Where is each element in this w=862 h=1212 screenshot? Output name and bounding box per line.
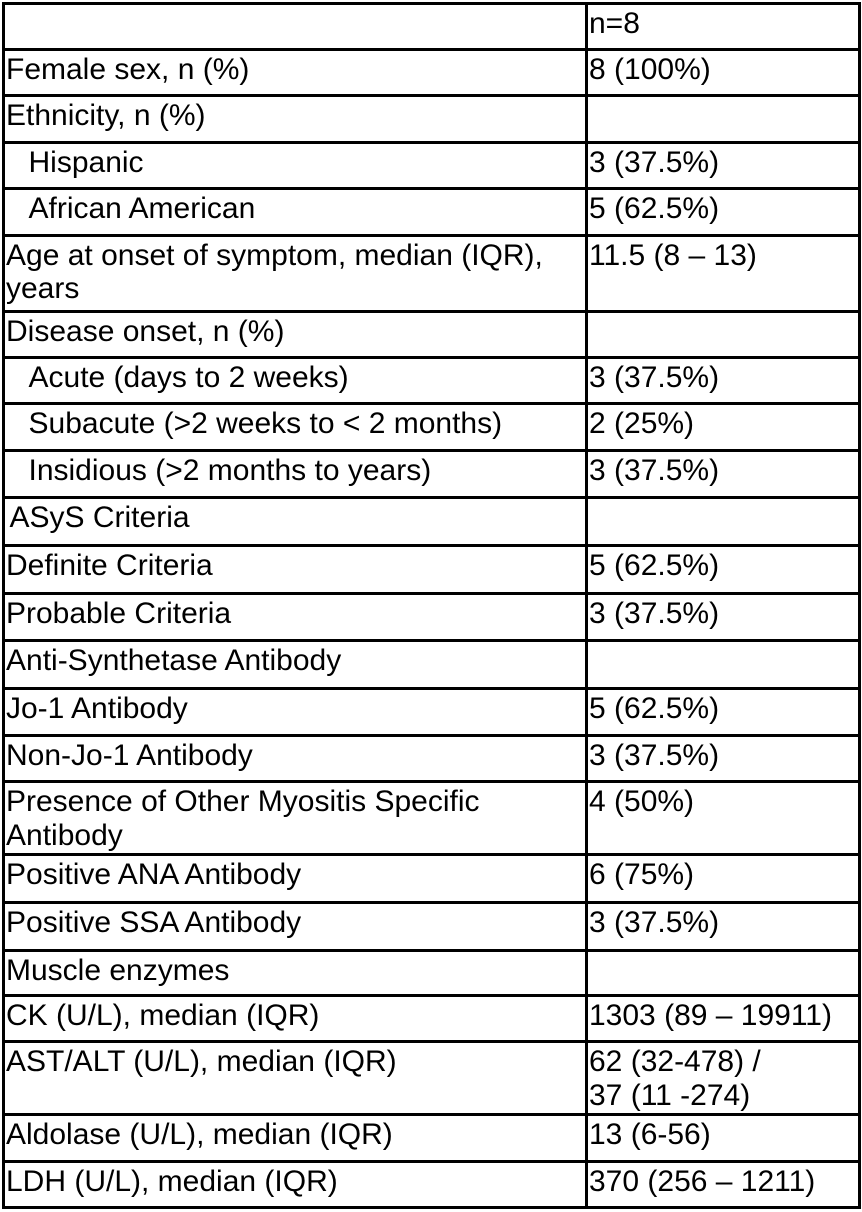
row-4-value: 5 (62.5%) [589,192,720,226]
row-7-value: 3 (37.5%) [589,360,720,394]
row-19-label: Muscle enzymes [6,953,230,987]
row-15-value: 3 (37.5%) [589,738,720,772]
row-17-value-cell: 6 (75%) [587,855,858,901]
row-5-label-cell: Age at onset of symptom, median (IQR), y… [5,236,585,310]
row-8-label-cell: Subacute (>2 weeks to < 2 months) [5,405,585,449]
row-6-value-cell [587,312,858,356]
row-12-value: 3 (37.5%) [589,596,720,630]
row-1-value: 8 (100%) [589,53,711,86]
row-11-label-cell: Definite Criteria [5,546,585,592]
row-7-label: Acute (days to 2 weeks) [28,360,349,394]
row-8-value-cell: 2 (25%) [587,405,858,449]
row-15-value-cell: 3 (37.5%) [587,736,858,781]
row-8-value: 2 (25%) [589,407,695,441]
row-1-label-cell: Female sex, n (%) [5,51,585,95]
row-13-label: Anti-Synthetase Antibody [6,644,342,678]
row-3-value-cell: 3 (37.5%) [587,143,858,188]
row-1-label: Female sex, n (%) [6,53,250,86]
row-21-label-cell: AST/ALT (U/L), median (IQR) [5,1043,585,1114]
row-17-label-cell: Positive ANA Antibody [5,855,585,901]
row-0-value-cell: n=8 [587,5,858,48]
row-13-value-cell [587,642,858,688]
row-15-label: Non-Jo-1 Antibody [6,738,253,772]
row-23-value-cell: 370 (256 – 1211) [587,1162,858,1207]
row-18-label-cell: Positive SSA Antibody [5,903,585,949]
row-17-label: Positive ANA Antibody [6,857,302,891]
row-9-value-cell: 3 (37.5%) [587,451,858,496]
row-7-value-cell: 3 (37.5%) [587,358,858,403]
row-14-label-cell: Jo-1 Antibody [5,690,585,734]
row-8-label: Subacute (>2 weeks to < 2 months) [28,407,503,441]
row-12-label-cell: Probable Criteria [5,594,585,640]
row-19-label-cell: Muscle enzymes [5,951,585,994]
row-10-label: ASyS Criteria [9,500,190,534]
row-5-value-cell: 11.5 (8 – 13) [587,236,858,310]
row-17-value: 6 (75%) [589,857,695,891]
row-20-label: CK (U/L), median (IQR) [6,998,320,1032]
row-10-value-cell [587,498,858,544]
row-1-value-cell: 8 (100%) [587,51,858,95]
row-16-value-cell: 4 (50%) [587,783,858,853]
row-14-value-cell: 5 (62.5%) [587,690,858,734]
row-19-value-cell [587,951,858,994]
row-6-label-cell: Disease onset, n (%) [5,312,585,356]
row-14-value: 5 (62.5%) [589,692,720,726]
row-5-label: Age at onset of symptom, median (IQR), y… [6,238,543,306]
row-11-label: Definite Criteria [6,548,213,582]
row-16-label: Presence of Other Myositis Specific Anti… [6,785,480,852]
row-11-value-cell: 5 (62.5%) [587,546,858,592]
row-20-label-cell: CK (U/L), median (IQR) [5,996,585,1041]
row-16-value: 4 (50%) [589,785,695,819]
row-3-label-cell: Hispanic [5,143,585,188]
row-16-label-cell: Presence of Other Myositis Specific Anti… [5,783,585,853]
row-13-label-cell: Anti-Synthetase Antibody [5,642,585,688]
row-0-label-cell [5,5,585,48]
row-9-label-cell: Insidious (>2 months to years) [5,451,585,496]
row-4-label-cell: African American [5,190,585,234]
row-22-label-cell: Aldolase (U/L), median (IQR) [5,1116,585,1160]
row-18-value: 3 (37.5%) [589,905,720,939]
row-22-value-cell: 13 (6-56) [587,1116,858,1160]
row-22-label: Aldolase (U/L), median (IQR) [6,1118,393,1152]
row-3-value: 3 (37.5%) [589,145,720,179]
row-9-label: Insidious (>2 months to years) [28,453,432,487]
row-23-label-cell: LDH (U/L), median (IQR) [5,1162,585,1207]
row-12-label: Probable Criteria [6,596,232,630]
row-15-label-cell: Non-Jo-1 Antibody [5,736,585,781]
row-21-label: AST/ALT (U/L), median (IQR) [6,1045,397,1079]
row-2-label: Ethnicity, n (%) [6,99,206,133]
row-23-label: LDH (U/L), median (IQR) [6,1164,338,1198]
row-21-value: 62 (32-478) / 37 (11 -274) [589,1045,761,1112]
row-18-value-cell: 3 (37.5%) [587,903,858,949]
row-20-value-cell: 1303 (89 – 19911) [587,996,858,1041]
row-5-value: 11.5 (8 – 13) [589,238,757,272]
row-21-value-cell: 62 (32-478) / 37 (11 -274) [587,1043,858,1114]
row-12-value-cell: 3 (37.5%) [587,594,858,640]
row-6-label: Disease onset, n (%) [6,314,285,348]
row-2-value-cell [587,97,858,141]
row-23-value: 370 (256 – 1211) [589,1164,816,1198]
row-3-label: Hispanic [28,145,144,179]
row-18-label: Positive SSA Antibody [6,905,302,939]
row-11-value: 5 (62.5%) [589,548,720,582]
row-4-value-cell: 5 (62.5%) [587,190,858,234]
row-14-label: Jo-1 Antibody [6,692,188,726]
row-20-value: 1303 (89 – 19911) [589,998,832,1032]
row-7-label-cell: Acute (days to 2 weeks) [5,358,585,403]
row-0-value: n=8 [589,7,640,40]
row-9-value: 3 (37.5%) [589,453,720,487]
row-22-value: 13 (6-56) [589,1118,711,1152]
row-10-label-cell: ASyS Criteria [5,498,585,544]
row-2-label-cell: Ethnicity, n (%) [5,97,585,141]
row-4-label: African American [28,192,256,226]
